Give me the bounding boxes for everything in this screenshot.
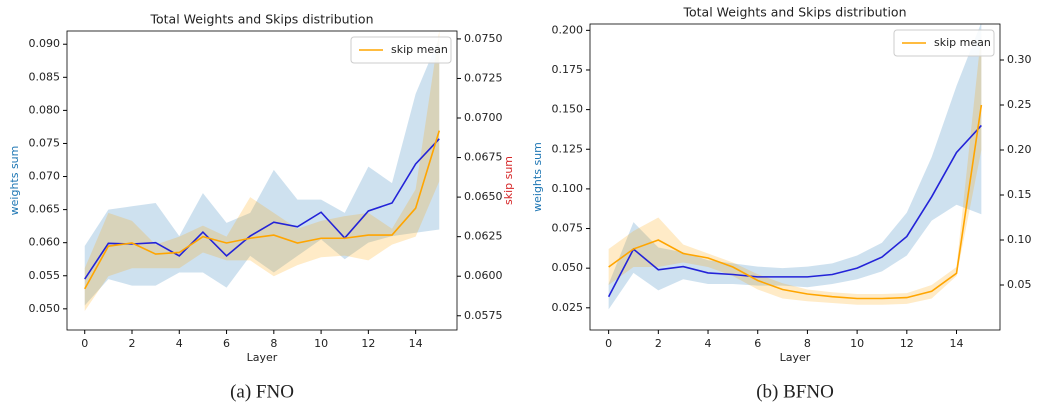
legend-box [893, 29, 995, 57]
line [84, 138, 440, 280]
y-tick-label: 0.065 [29, 203, 61, 216]
y-tick-label: 0.100 [552, 182, 584, 195]
caption: (b) BFNO [756, 381, 834, 402]
y2-tick-label: 0.0600 [464, 269, 503, 282]
x-tick-label: 8 [270, 337, 277, 350]
line [84, 130, 441, 290]
band [84, 37, 440, 306]
x-axis-label: Layer [780, 351, 811, 364]
y-tick-label: 0.150 [552, 103, 584, 116]
plot-area [84, 31, 441, 312]
y2-tick-label: 0.0575 [464, 309, 503, 322]
x-tick-label: 12 [900, 337, 914, 350]
x-tick-label: 2 [655, 337, 662, 350]
y-tick-label: 0.070 [29, 170, 61, 183]
x-tick-label: 14 [950, 337, 964, 350]
y-tick-label: 0.085 [29, 70, 61, 83]
x-tick-label: 10 [850, 337, 864, 350]
band [608, 33, 982, 305]
caption: (a) FNO [230, 381, 294, 402]
y-tick-label: 0.075 [552, 222, 584, 235]
x-tick-label: 8 [804, 337, 811, 350]
x-tick-label: 6 [223, 337, 230, 350]
y-tick-label: 0.080 [29, 103, 61, 116]
axes-frame [66, 30, 458, 331]
x-tick-label: 4 [176, 337, 183, 350]
y2-axis-label: skip sum [502, 156, 515, 205]
y2-tick-label: 0.15 [1007, 188, 1032, 201]
y2-tick-label: 0.20 [1007, 143, 1032, 156]
legend-label: skip mean [391, 43, 448, 56]
y2-tick-label: 0.0650 [464, 190, 503, 203]
y2-tick-label: 0.0725 [464, 71, 503, 84]
y-tick-label: 0.125 [552, 142, 584, 155]
x-tick-label: 4 [705, 337, 712, 350]
y-tick-label: 0.075 [29, 136, 61, 149]
y-tick-label: 0.025 [552, 301, 584, 314]
x-axis-label: Layer [247, 351, 278, 364]
y2-tick-label: 0.0625 [464, 230, 503, 243]
legend-box [350, 36, 452, 64]
x-tick-label: 0 [81, 337, 88, 350]
x-tick-label: 6 [754, 337, 761, 350]
x-tick-label: 14 [409, 337, 423, 350]
y-tick-label: 0.050 [552, 261, 584, 274]
y2-tick-label: 0.0675 [464, 151, 503, 164]
y-tick-label: 0.175 [552, 63, 584, 76]
plot: 0 2 4 6 8 10 12 14 0.050 0.055 0.060 0.065 0.070 0.07… [8, 12, 515, 403]
y-axis-label: weights sum [531, 142, 544, 212]
y2-tick-label: 0.05 [1007, 278, 1032, 291]
plot-area [607, 24, 983, 310]
line [607, 124, 982, 298]
y-tick-label: 0.090 [29, 37, 61, 50]
y2-tick-label: 0.30 [1007, 53, 1032, 66]
legend-label: skip mean [934, 36, 991, 49]
band [608, 24, 982, 310]
x-tick-label: 2 [129, 337, 136, 350]
band [84, 31, 440, 312]
y-tick-label: 0.055 [29, 269, 61, 282]
plot: 0 2 4 6 8 10 12 14 0.025 0.050 0.075 0.100 0.125 0.15… [531, 5, 1032, 403]
y2-tick-label: 0.10 [1007, 233, 1032, 246]
y-axis-label: weights sum [8, 146, 21, 216]
y2-tick-label: 0.25 [1007, 98, 1032, 111]
axes-frame [589, 23, 1001, 331]
x-tick-label: 12 [361, 337, 375, 350]
y-tick-label: 0.060 [29, 236, 61, 249]
chart-title: Total Weights and Skips distribution [150, 12, 374, 27]
x-tick-label: 0 [605, 337, 612, 350]
y2-tick-label: 0.0700 [464, 111, 503, 124]
chart-title: Total Weights and Skips distribution [683, 5, 907, 20]
y-tick-label: 0.050 [29, 302, 61, 315]
x-tick-label: 10 [314, 337, 328, 350]
line [608, 104, 983, 300]
y2-tick-label: 0.0750 [464, 32, 503, 45]
y-tick-label: 0.200 [552, 23, 584, 36]
